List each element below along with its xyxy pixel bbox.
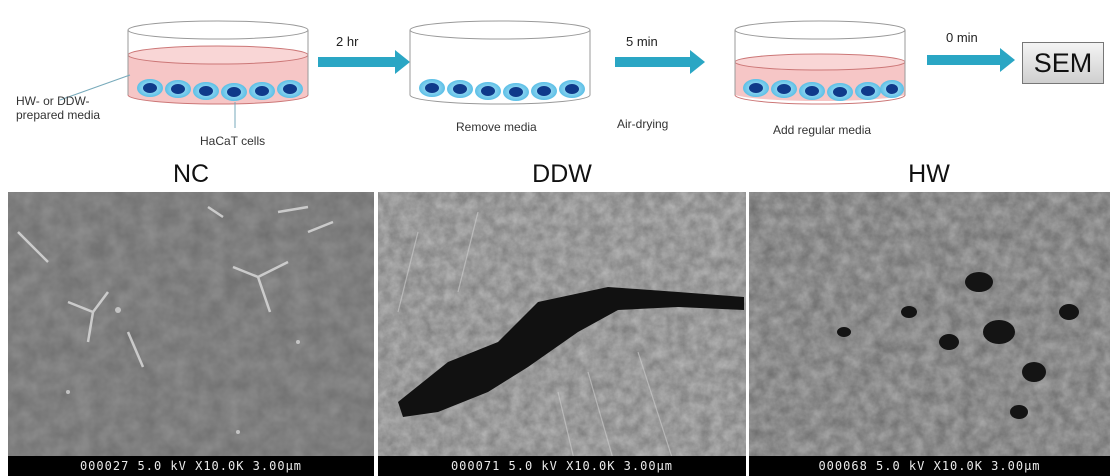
step-2-time: 5 min [626, 34, 658, 49]
workflow-diagram [59, 20, 1015, 128]
cell-row-2 [419, 79, 585, 101]
sem-image-ddw: 000071 5.0 kV X10.0K 3.00µm [378, 192, 746, 476]
scale-bar-ddw: 000071 5.0 kV X10.0K 3.00µm [378, 456, 746, 476]
step-2-caption: Air-drying [617, 117, 669, 131]
panel-title-ddw: DDW [532, 160, 592, 188]
step-3-caption: Add regular media [773, 123, 872, 137]
sem-image-nc: 000027 5.0 kV X10.0K 3.00µm [8, 192, 374, 476]
arrow-1 [318, 50, 410, 74]
panel-title-hw: HW [908, 160, 950, 188]
step-1-time: 2 hr [336, 34, 359, 49]
cells-label: HaCaT cells [200, 134, 266, 148]
dish-2 [409, 20, 591, 105]
sem-image-hw: 000068 5.0 kV X10.0K 3.00µm [749, 192, 1110, 476]
scale-bar-nc: 000027 5.0 kV X10.0K 3.00µm [8, 456, 374, 476]
step-1-caption: Remove media [456, 120, 537, 134]
step-3-time: 0 min [946, 30, 978, 45]
cell-row-3 [743, 79, 904, 101]
media-label: HW- or DDW- prepared media [16, 94, 101, 122]
arrow-3 [927, 48, 1015, 72]
crack [398, 287, 744, 417]
media-pointer [59, 74, 131, 101]
arrow-2 [615, 50, 705, 74]
panel-title-nc: NC [172, 160, 210, 188]
cell-row-1 [137, 79, 303, 101]
scale-bar-hw: 000068 5.0 kV X10.0K 3.00µm [749, 456, 1110, 476]
sem-box: SEM [1022, 42, 1104, 84]
